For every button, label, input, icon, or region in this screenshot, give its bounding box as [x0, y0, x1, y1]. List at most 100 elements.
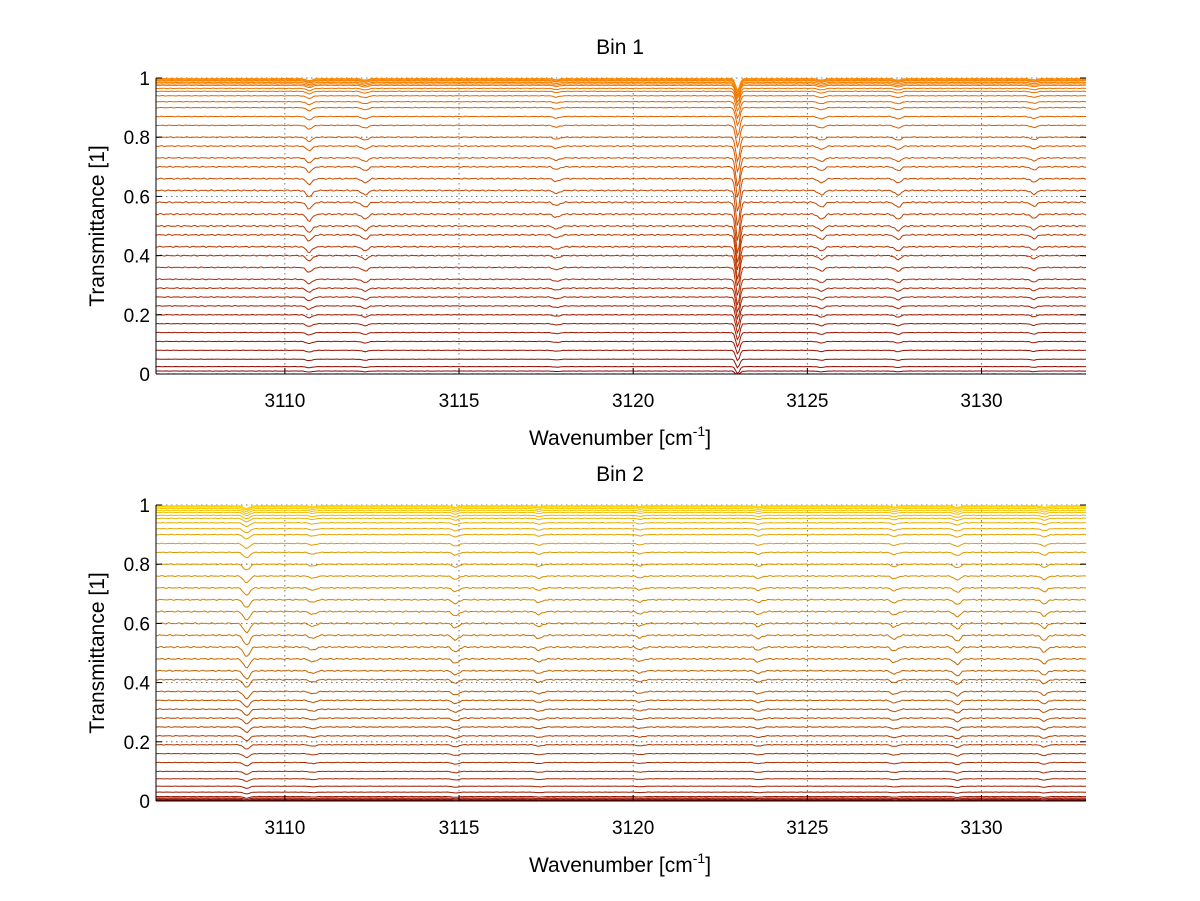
- series-line: [155, 514, 1087, 519]
- chart-panel-bin-1: Bin 1 3110 3115 3120 3125 3130 0 0.2 0.4 0.6 0.8 1…: [86, 36, 1087, 450]
- series-line: [155, 509, 1087, 515]
- series-line: [155, 778, 1086, 782]
- series-line: [155, 598, 1087, 608]
- series-line: [155, 798, 1087, 802]
- series-line: [155, 574, 1087, 584]
- series-line: [155, 156, 1087, 187]
- x-tick-label: 3125: [786, 391, 828, 412]
- series-line: [155, 233, 1087, 271]
- series-line: [155, 80, 1087, 95]
- y-axis-label: Transmittance [1]: [86, 572, 109, 733]
- series-line: [155, 678, 1087, 688]
- series-line: [155, 177, 1087, 212]
- series-line: [155, 533, 1087, 540]
- series-line: [156, 370, 1087, 375]
- series-line: [155, 144, 1087, 174]
- y-tick-label: 1: [139, 69, 150, 90]
- series-line: [155, 136, 1087, 164]
- series-line: [156, 340, 1086, 355]
- x-tick-label: 3110: [264, 818, 305, 839]
- series-line: [155, 752, 1087, 759]
- x-axis-label: Wavenumber [cm-1]: [529, 423, 711, 450]
- series-line: [155, 586, 1087, 596]
- series-line: [155, 189, 1087, 226]
- y-tick-label: 1: [139, 496, 150, 517]
- x-tick-label: 3120: [612, 391, 654, 412]
- axes: [155, 77, 1086, 375]
- series-line: [155, 726, 1087, 734]
- y-tick-label: 0.4: [124, 247, 151, 268]
- series-line: [155, 245, 1087, 280]
- series-line: [155, 79, 1087, 93]
- series-line: [155, 287, 1087, 314]
- series-line: [155, 657, 1087, 669]
- series-line: [156, 224, 1087, 263]
- x-tick-label: 3110: [264, 391, 305, 412]
- tick-labels: 3110 3115 3120 3125 3130 0 0.2 0.4 0.6 0.8 1: [124, 69, 1003, 412]
- series-line: [156, 799, 1086, 802]
- series-line: [155, 542, 1087, 549]
- series-line: [155, 669, 1087, 680]
- series-line: [155, 708, 1087, 716]
- x-axis-label: Wavenumber [cm-1]: [529, 850, 711, 877]
- series-line: [155, 165, 1087, 198]
- series-line: [155, 200, 1087, 241]
- y-tick-label: 0.2: [124, 306, 150, 327]
- x-tick-label: 3120: [612, 818, 654, 839]
- x-tick-label: 3115: [439, 818, 480, 839]
- series-line: [156, 77, 1087, 92]
- series-line: [155, 124, 1087, 149]
- x-tick-label: 3130: [960, 391, 1002, 412]
- series-line: [155, 304, 1087, 328]
- series-line: [156, 795, 1086, 799]
- series-line: [155, 743, 1087, 750]
- series-line: [155, 81, 1087, 97]
- series-line: [155, 761, 1087, 767]
- series-line: [155, 717, 1087, 725]
- series-line: [155, 100, 1087, 120]
- series-line: [155, 505, 1087, 510]
- series-line: [155, 785, 1087, 789]
- series-line: [155, 358, 1087, 369]
- series-line: [155, 797, 1087, 801]
- y-tick-label: 0: [139, 792, 150, 813]
- series-line: [155, 633, 1087, 646]
- y-tick-label: 0.4: [124, 674, 151, 695]
- series-line: [155, 770, 1087, 775]
- series-line: [155, 734, 1087, 742]
- series-line: [155, 365, 1087, 375]
- tick-labels: 3110 3115 3120 3125 3130 0 0.2 0.4 0.6 0.8 1: [124, 496, 1003, 839]
- plot-area: [156, 505, 1086, 801]
- x-tick-label: 3125: [786, 818, 828, 839]
- series-line: [156, 521, 1087, 528]
- series-line: [156, 87, 1086, 104]
- series-line: [155, 296, 1087, 321]
- series-line: [155, 83, 1087, 98]
- y-tick-label: 0.6: [124, 614, 150, 635]
- series-line: [156, 84, 1086, 100]
- y-tick-label: 0: [139, 365, 150, 386]
- series-line: [156, 511, 1087, 517]
- y-tick-label: 0.6: [124, 187, 150, 208]
- series-lines: [155, 504, 1087, 802]
- series-line: [155, 115, 1087, 138]
- series-line: [155, 699, 1087, 708]
- series-line: [155, 266, 1087, 296]
- series-line: [156, 527, 1087, 534]
- axes: [155, 504, 1086, 802]
- series-line: [155, 212, 1087, 254]
- series-line: [155, 517, 1087, 523]
- series-line: [156, 506, 1087, 511]
- series-line: [155, 322, 1086, 341]
- chart-title: Bin 2: [596, 463, 644, 486]
- series-line: [156, 690, 1087, 700]
- series-line: [155, 551, 1087, 559]
- series-line: [155, 90, 1087, 107]
- series-line: [155, 504, 1087, 510]
- chart-title: Bin 1: [596, 36, 644, 59]
- y-tick-label: 0.8: [124, 128, 150, 149]
- y-tick-label: 0.2: [124, 733, 150, 754]
- series-line: [156, 349, 1086, 362]
- x-tick-label: 3115: [439, 391, 480, 412]
